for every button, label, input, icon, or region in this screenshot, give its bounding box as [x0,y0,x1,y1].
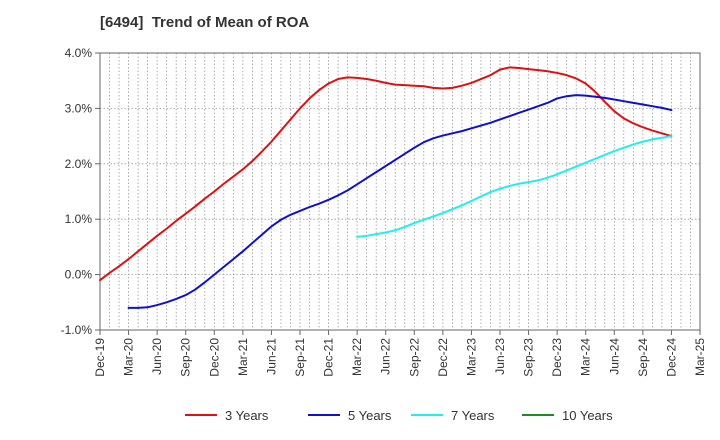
x-tick-label: Jun-22 [379,338,393,375]
y-tick-label: -1.0% [61,323,93,337]
legend-label: 3 Years [225,408,269,423]
legend-label: 7 Years [451,408,495,423]
y-tick-label: 0.0% [65,268,93,282]
x-tick-label: Mar-24 [579,338,593,376]
x-tick-label: Sep-21 [293,338,307,377]
x-tick-label: Dec-21 [322,338,336,377]
x-tick-label: Mar-25 [693,338,707,376]
plot-border [99,52,701,331]
x-tick-label: Mar-20 [122,338,136,376]
x-tick-label: Mar-21 [236,338,250,376]
x-tick-label: Sep-20 [179,338,193,377]
x-tick-label: Mar-23 [464,338,478,376]
plot-area [100,53,700,330]
legend-label: 10 Years [562,408,613,423]
x-tick-label: Jun-23 [493,338,507,375]
series-line-2 [127,94,673,309]
y-tick-label: 2.0% [65,157,93,171]
y-tick-label: 3.0% [65,101,93,115]
x-tick-label: Jun-20 [150,338,164,375]
x-tick-label: Dec-22 [436,338,450,377]
x-tick-label: Dec-19 [93,338,107,377]
x-tick-label: Jun-24 [607,338,621,375]
legend-label: 5 Years [348,408,392,423]
x-tick-label: Jun-21 [264,338,278,375]
series-line-1 [99,66,673,282]
chart-title: [6494] Trend of Mean of ROA [100,14,310,31]
x-tick-label: Sep-22 [407,338,421,377]
series-line-3 [356,135,673,238]
x-tick-label: Sep-23 [522,338,536,377]
y-tick-label: 4.0% [65,46,93,60]
x-tick-label: Sep-24 [636,338,650,377]
y-tick-label: 1.0% [65,212,93,226]
x-tick-label: Dec-20 [207,338,221,377]
x-tick-label: Mar-22 [350,338,364,376]
x-tick-label: Dec-23 [550,338,564,377]
x-tick-label: Dec-24 [664,338,678,377]
